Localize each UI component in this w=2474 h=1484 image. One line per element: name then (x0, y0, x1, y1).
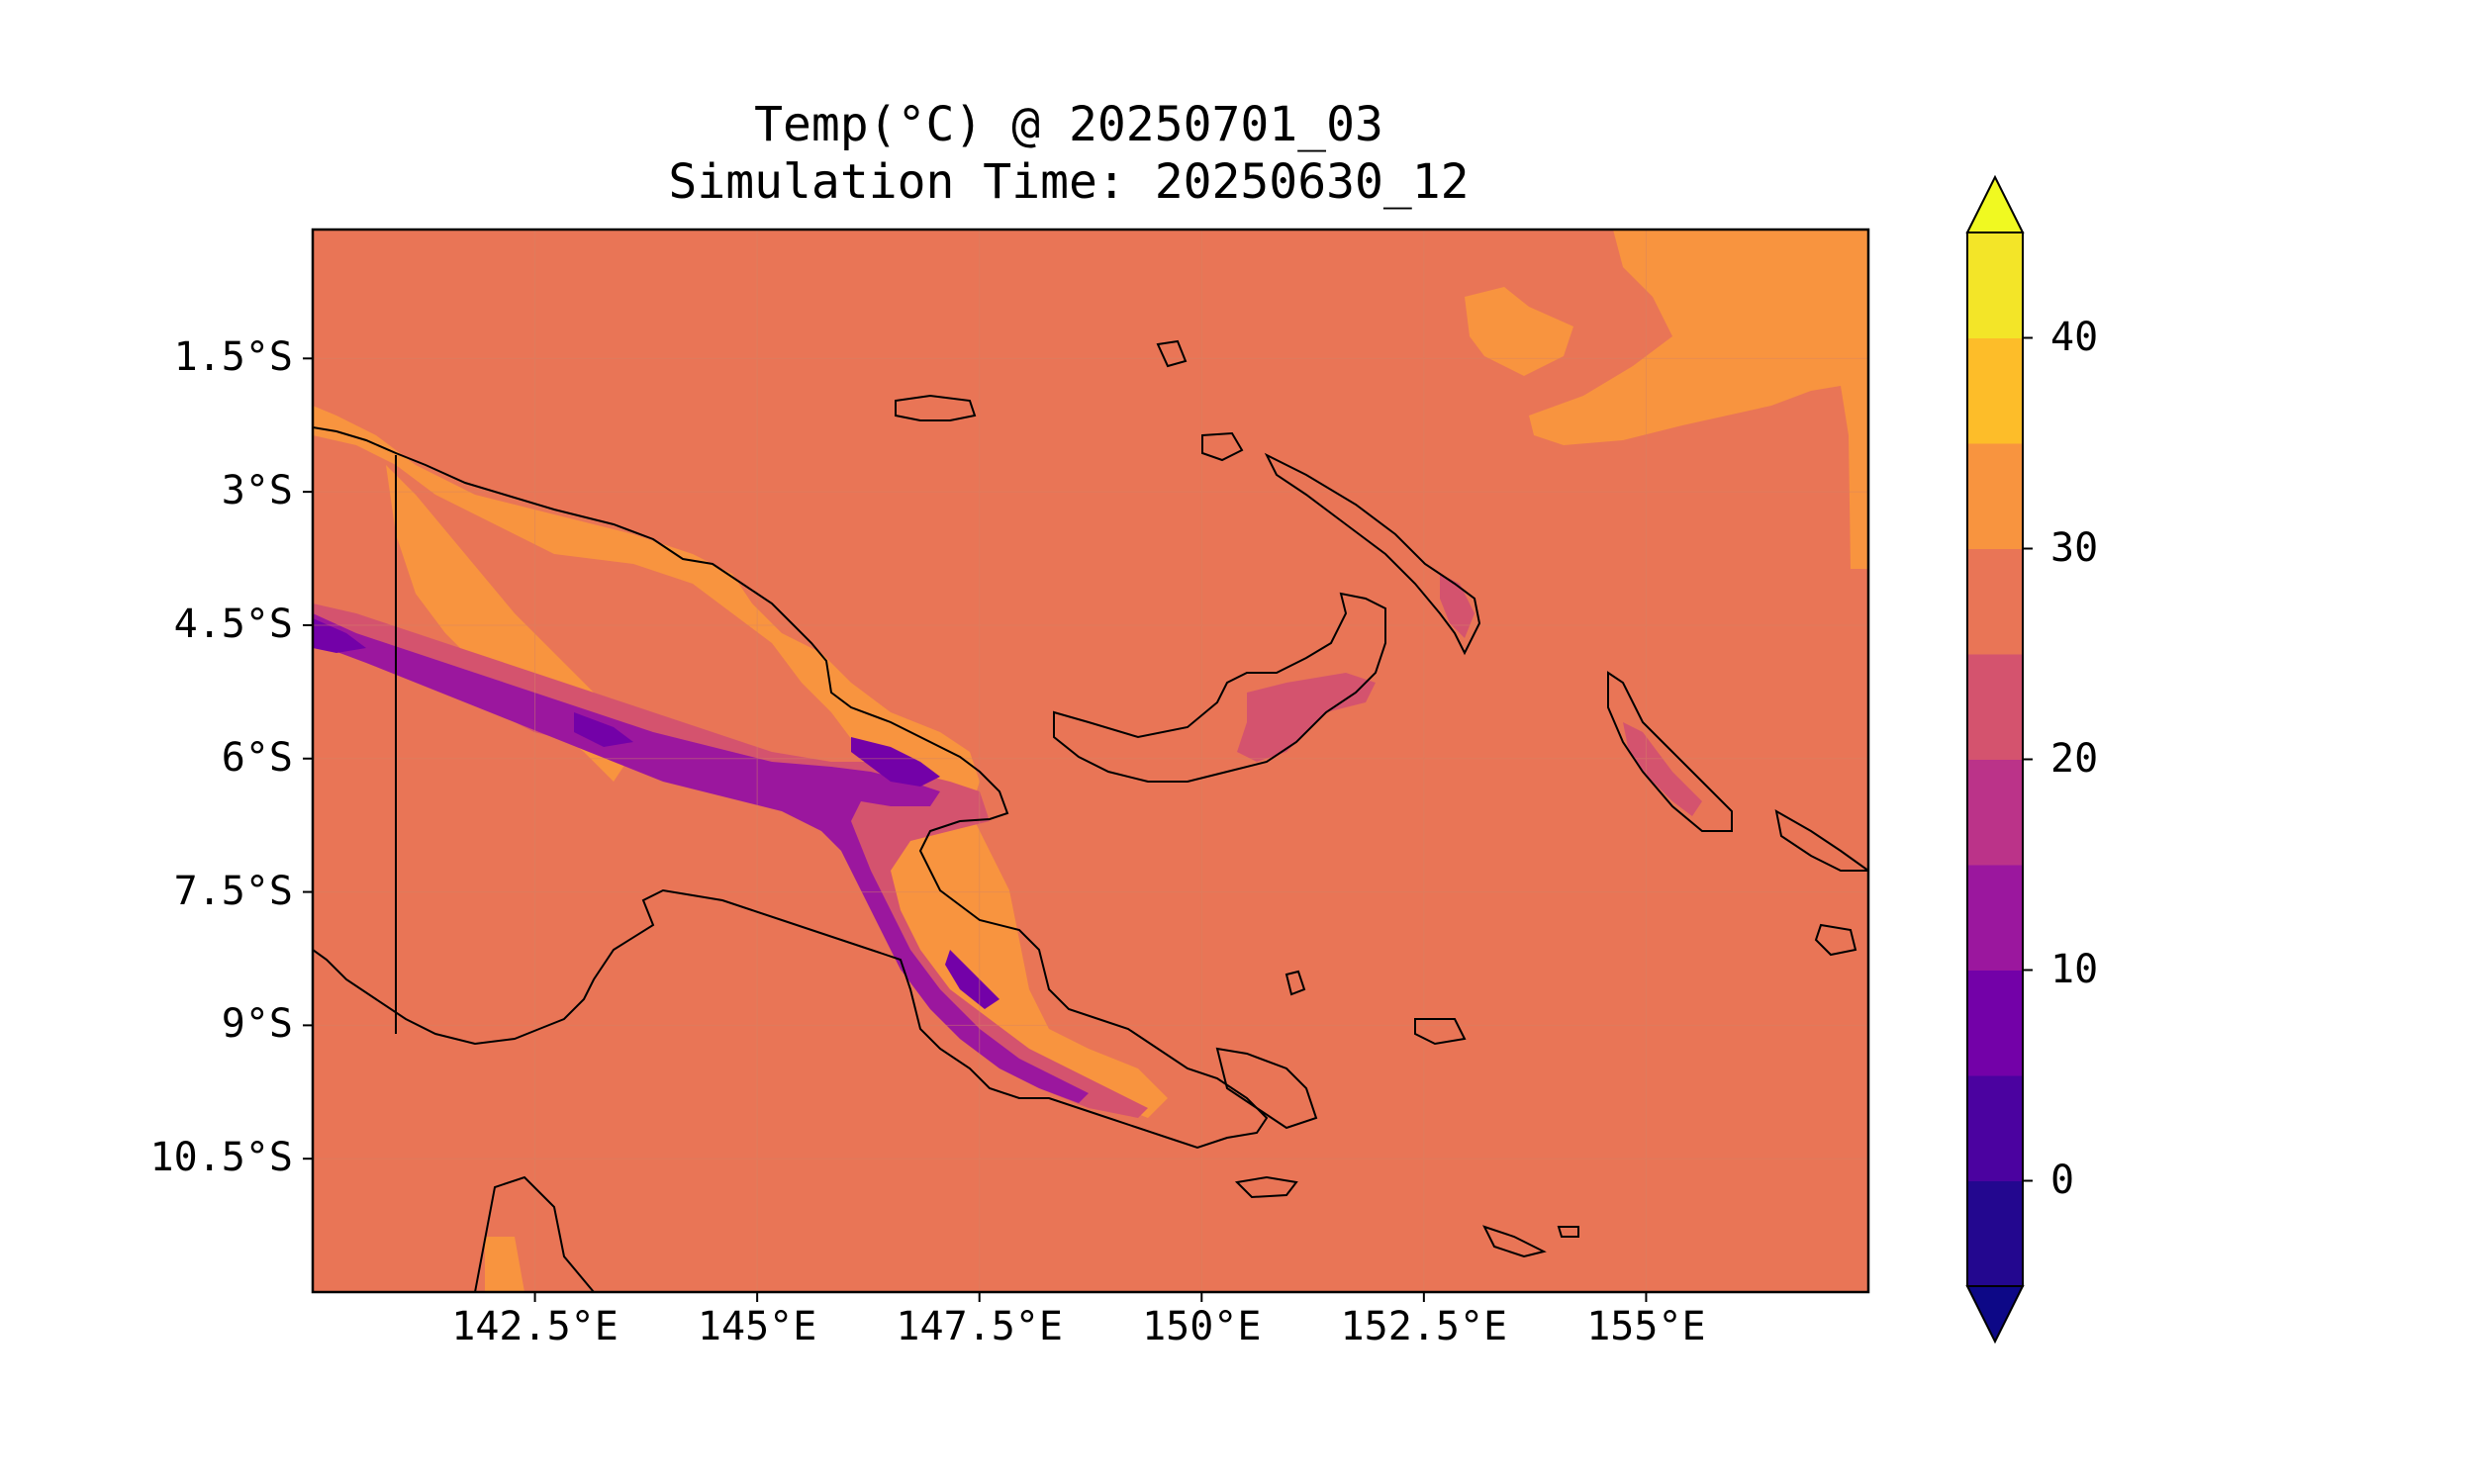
map-subtitle: Simulation Time: 20250630_12 (668, 154, 1470, 210)
cool-band-tail (1237, 673, 1376, 762)
island-small-4 (1285, 970, 1306, 996)
louisiade-coastline (1482, 1225, 1547, 1258)
lon-tick-label: 142.5°E (451, 1304, 618, 1349)
coastlines (313, 339, 1868, 1292)
lon-tick-label: 155°E (1586, 1304, 1706, 1349)
lat-tick-label: 3°S (221, 468, 293, 514)
warm-patch-south-tip (485, 1237, 524, 1292)
dentrecasteaux-coastline (1215, 1047, 1318, 1130)
warm-patch-northeast-small (1465, 287, 1573, 376)
island-small-1 (1201, 431, 1244, 462)
colorbar-band (1967, 232, 2023, 338)
colorbar-band (1967, 759, 2023, 866)
colorbar-tick-label: 0 (2050, 1157, 2075, 1203)
manus-island-coastline (895, 394, 977, 421)
lat-tick-label: 4.5°S (173, 601, 293, 647)
lat-tick-label: 1.5°S (173, 334, 293, 381)
new-guinea-coastline (313, 426, 1269, 1150)
colorbar (1965, 174, 2025, 1345)
colorbar-band (1967, 1180, 2023, 1287)
colorbar-extend-high (1965, 174, 2025, 233)
colorbar-band (1967, 654, 2023, 760)
lat-tick-label: 6°S (221, 734, 293, 781)
island-small-2 (1156, 339, 1188, 368)
latitude-tick-marks (303, 357, 313, 1160)
warm-band-highlands (313, 406, 1168, 1118)
cool-patch-new-ireland (1440, 574, 1475, 638)
plot-frame (311, 228, 1870, 1294)
colorbar-band (1967, 337, 2023, 444)
colorbar-band (1967, 970, 2023, 1076)
lon-tick-label: 152.5°E (1340, 1304, 1508, 1349)
warm-band-northeast (1529, 230, 1868, 569)
trobriand-coastline (1414, 1018, 1467, 1046)
longitude-tick-marks (533, 1292, 1648, 1302)
colorbar-band (1967, 443, 2023, 549)
lat-tick-label: 9°S (221, 1001, 293, 1048)
cold-core-highlands (313, 613, 1089, 1103)
bougainville-coastline (1607, 671, 1733, 832)
colorbar-tick-label: 20 (2050, 735, 2099, 782)
colorbar-tick-label: 40 (2050, 314, 2099, 360)
colorbar-tick-label: 30 (2050, 524, 2099, 571)
lat-tick-label: 7.5°S (173, 868, 293, 914)
colorbar-band (1967, 865, 2023, 971)
lon-tick-label: 150°E (1142, 1304, 1262, 1349)
island-small-5 (1557, 1226, 1579, 1238)
solomon-islands-coastline-1 (1774, 809, 1868, 872)
solomon-islands-coastline-2 (1814, 923, 1857, 957)
new-britain-coastline (1053, 592, 1386, 783)
lon-tick-label: 147.5°E (896, 1304, 1063, 1349)
colorbar-band (1967, 548, 2023, 655)
cool-patch-bougainville (1623, 722, 1702, 816)
colorbar-band (1967, 1075, 2023, 1181)
colorbar-tick-label: 10 (2050, 946, 2099, 992)
colorbar-extend-low (1965, 1285, 2025, 1345)
grid-lines (313, 230, 1868, 1292)
colorbar-tick-marks (2023, 336, 2033, 1182)
lat-tick-label: 10.5°S (149, 1135, 294, 1181)
lon-tick-label: 145°E (697, 1304, 817, 1349)
new-ireland-coastline (1264, 452, 1481, 656)
island-small-3 (1234, 1175, 1298, 1199)
cape-york-coastline (474, 1175, 595, 1292)
map-title: Temp(°C) @ 20250701_03 (754, 97, 1383, 152)
